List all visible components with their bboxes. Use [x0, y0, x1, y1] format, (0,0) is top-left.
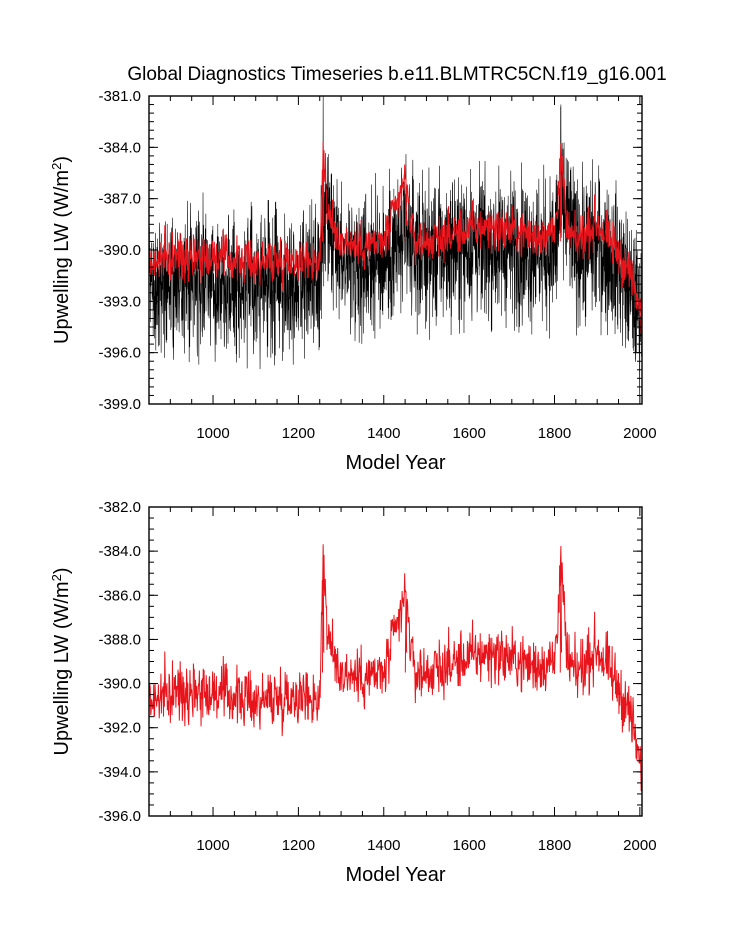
- x-tick-label: 1200: [282, 837, 315, 854]
- y-tick-label: -381.0: [98, 88, 141, 105]
- plot-area: [149, 96, 642, 397]
- y-tick-label: -388.0: [98, 631, 141, 648]
- x-axis-title: Model Year: [345, 864, 445, 886]
- y-tick-label: -382.0: [98, 499, 141, 516]
- y-tick-label: -390.0: [98, 676, 141, 693]
- x-tick-label: 1000: [196, 425, 229, 442]
- y-tick-label: -384.0: [98, 543, 141, 560]
- y-tick-label: -387.0: [98, 191, 141, 208]
- y-axis-title: Upwelling LW (W/m2): [49, 156, 74, 344]
- y-tick-label: -392.0: [98, 720, 141, 737]
- y-tick-label: -396.0: [98, 808, 141, 825]
- x-tick-label: 2000: [623, 837, 656, 854]
- x-tick-label: 1800: [538, 837, 571, 854]
- y-tick-label: -386.0: [98, 587, 141, 604]
- x-tick-label: 2000: [623, 425, 656, 442]
- x-tick-label: 1400: [367, 425, 400, 442]
- x-tick-label: 1000: [196, 837, 229, 854]
- y-tick-label: -396.0: [98, 345, 141, 362]
- y-axis-title-main: Upwelling LW (W/m: [51, 170, 73, 344]
- plot-area: [149, 544, 642, 792]
- y-tick-label: -393.0: [98, 293, 141, 310]
- x-tick-label: 1800: [538, 425, 571, 442]
- figure-title: Global Diagnostics Timeseries b.e11.BLMT…: [127, 64, 666, 85]
- y-tick-label: -384.0: [98, 139, 141, 156]
- x-tick-label: 1600: [452, 425, 485, 442]
- y-axis-title: Upwelling LW (W/m2): [49, 568, 74, 756]
- y-axis-title-sup: 2: [49, 574, 64, 581]
- bottom-panel: 1000 1200 1400 1600 1800 2000 -382.0 -384.0 -386…: [49, 499, 657, 886]
- y-tick-label: -399.0: [98, 396, 141, 413]
- y-axis-title-main: Upwelling LW (W/m: [51, 581, 73, 755]
- y-axis-title-close: ): [51, 156, 73, 163]
- series-line-annual: [149, 544, 642, 792]
- y-tick-label: -394.0: [98, 764, 141, 781]
- x-tick-label: 1600: [452, 837, 485, 854]
- x-tick-label: 1400: [367, 837, 400, 854]
- y-axis-title-sup: 2: [49, 163, 64, 170]
- top-panel: 1000 1200 1400 1600 1800 2000 -381.0 -384.0 -387…: [49, 88, 657, 474]
- series-line-monthly: [149, 96, 642, 397]
- series-line-annual: [149, 142, 642, 334]
- x-tick-label: 1200: [282, 425, 315, 442]
- y-axis-title-close: ): [51, 568, 73, 575]
- x-axis-title: Model Year: [345, 452, 445, 474]
- y-tick-label: -390.0: [98, 242, 141, 259]
